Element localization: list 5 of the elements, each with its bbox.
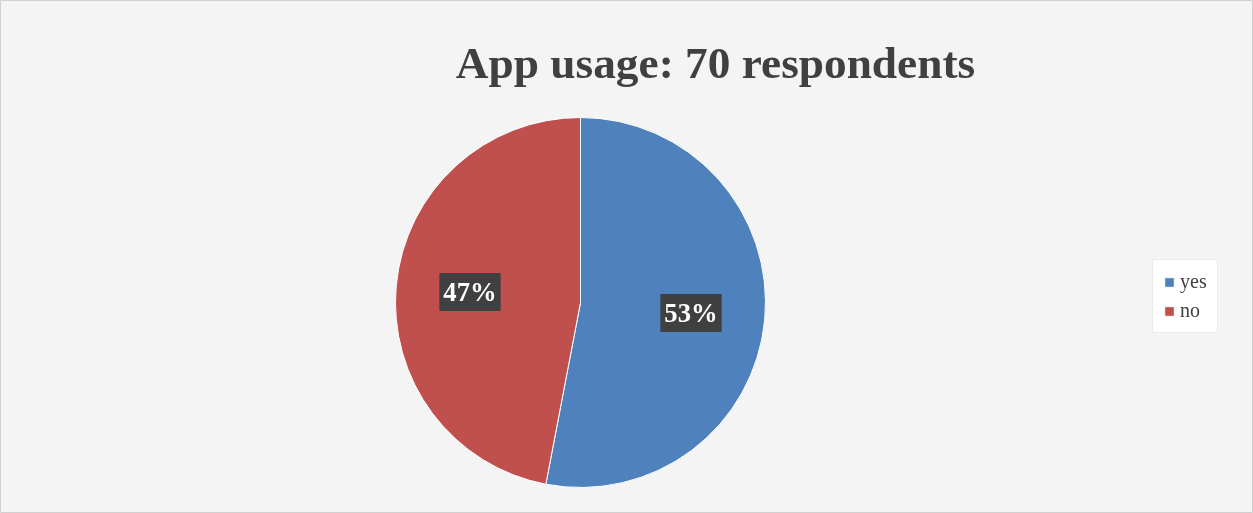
data-label: 47% (443, 277, 497, 308)
data-label: 53% (664, 297, 718, 328)
legend-label: yes (1180, 270, 1207, 293)
legend-label: no (1180, 299, 1200, 322)
chart-title: App usage: 70 respondents (455, 37, 976, 88)
